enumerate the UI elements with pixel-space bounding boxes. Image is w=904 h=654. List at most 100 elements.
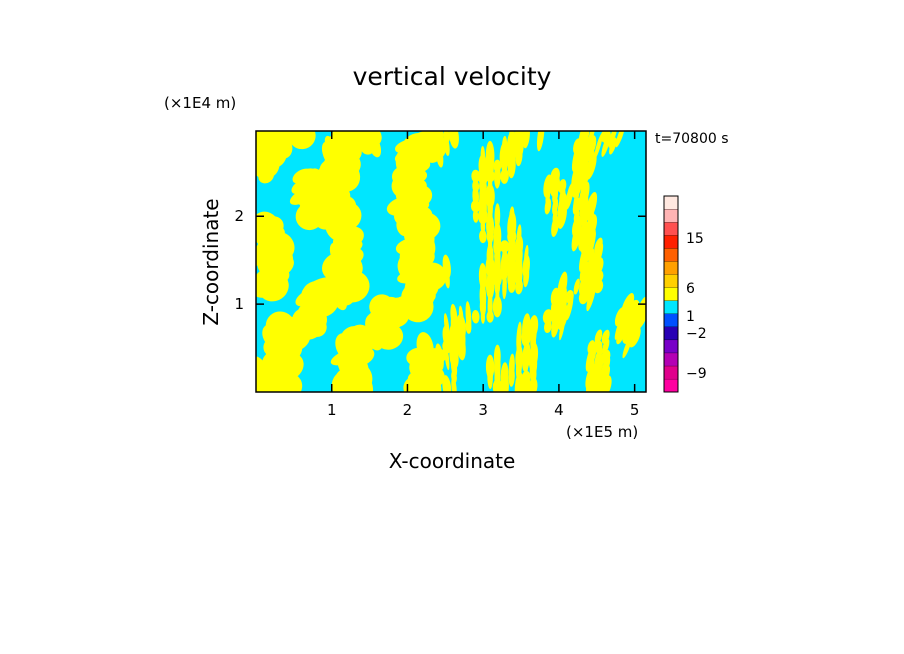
- colorbar-tick-label: 6: [686, 281, 695, 297]
- positive-velocity-patch: [542, 309, 553, 325]
- colorbar-segment: [664, 248, 678, 262]
- positive-velocity-patch: [258, 168, 274, 184]
- positive-velocity-patch: [524, 359, 529, 374]
- positive-velocity-patch: [515, 146, 523, 167]
- positive-velocity-patch: [544, 198, 552, 215]
- positive-velocity-patch: [565, 182, 574, 210]
- colorbar-segment: [664, 196, 678, 210]
- positive-velocity-patch: [609, 137, 617, 155]
- y-tick-label: 2: [234, 207, 244, 225]
- positive-velocity-patch: [622, 335, 633, 359]
- positive-velocity-patch: [443, 264, 450, 289]
- colorbar-segment: [664, 365, 678, 379]
- positive-velocity-patch: [507, 153, 516, 179]
- positive-velocity-patch: [306, 316, 327, 337]
- colorbar: 15 6 1−2 −9: [663, 195, 707, 393]
- positive-velocity-patch: [508, 280, 516, 293]
- positive-velocity-patch: [571, 221, 582, 252]
- positive-velocity-patch: [273, 373, 303, 392]
- colorbar-tick-label: 15: [686, 231, 704, 247]
- positive-velocity-patch: [543, 320, 552, 334]
- positive-velocity-patch: [451, 376, 457, 392]
- x-tick-label: 4: [554, 401, 564, 419]
- positive-velocity-patch: [347, 371, 374, 392]
- positive-velocity-patch: [579, 241, 589, 272]
- positive-velocity-patch: [557, 203, 567, 229]
- positive-velocity-patch: [258, 271, 289, 302]
- positive-velocity-patch: [470, 200, 481, 213]
- positive-velocity-patch: [594, 237, 603, 256]
- positive-velocity-patch: [485, 255, 495, 278]
- positive-velocity-patch: [522, 131, 530, 149]
- positive-velocity-patch: [579, 194, 589, 218]
- positive-velocity-patch: [594, 133, 603, 160]
- positive-velocity-patch: [480, 309, 486, 324]
- positive-velocity-patch: [586, 282, 597, 312]
- positive-velocity-patch: [573, 278, 580, 295]
- positive-velocity-patch: [594, 329, 603, 345]
- positive-velocity-patch: [449, 131, 459, 149]
- x-tick-label: 3: [478, 401, 488, 419]
- positive-velocity-patch: [477, 208, 488, 225]
- positive-velocity-patch: [585, 341, 597, 372]
- positive-velocity-patch: [592, 372, 605, 392]
- colorbar-segment: [664, 300, 678, 314]
- positive-velocity-patch: [559, 313, 566, 341]
- positive-velocity-patch: [615, 131, 625, 148]
- positive-velocity-patch: [536, 131, 545, 152]
- x-tick-label: 1: [327, 401, 337, 419]
- colorbar-tick-label: −9: [686, 366, 707, 382]
- positive-velocity-patch: [374, 323, 404, 350]
- positive-velocity-patch: [551, 215, 560, 237]
- positive-velocity-patch: [502, 274, 507, 300]
- positive-velocity-patch: [471, 309, 480, 324]
- positive-velocity-patch: [608, 131, 618, 148]
- colorbar-segment: [664, 222, 678, 236]
- positive-velocity-patch: [471, 169, 480, 183]
- positive-velocity-patch: [336, 287, 355, 306]
- plot-area: [255, 130, 647, 393]
- positive-velocity-patch: [443, 136, 450, 156]
- positive-velocity-patch: [614, 313, 626, 340]
- positive-velocity-patch: [500, 372, 509, 392]
- positive-velocity-patch: [423, 371, 442, 392]
- positive-velocity-patch: [444, 343, 450, 371]
- positive-velocity-patch: [442, 375, 452, 392]
- positive-velocity-patch: [500, 168, 509, 184]
- positive-velocity-patch: [487, 364, 493, 390]
- positive-velocity-patch: [515, 278, 523, 295]
- positive-velocity-patch: [616, 329, 625, 345]
- positive-velocity-patch: [586, 231, 596, 262]
- positive-velocity-patch: [556, 303, 568, 331]
- time-label: t=70800 s: [655, 131, 729, 147]
- y-units-label: (×1E4 m): [164, 94, 236, 112]
- positive-velocity-patch: [601, 356, 611, 378]
- colorbar-tick-label: 1: [686, 309, 695, 325]
- positive-velocity-patch: [551, 315, 560, 338]
- positive-velocity-patch: [402, 291, 434, 323]
- positive-velocity-patch: [492, 379, 502, 392]
- positive-velocity-patch: [628, 326, 641, 348]
- positive-velocity-patch: [289, 131, 316, 150]
- plot-frame: [255, 130, 647, 393]
- positive-velocity-patch: [514, 371, 524, 392]
- positive-velocity-patch: [593, 279, 604, 294]
- positive-velocity-patch: [585, 191, 598, 221]
- positive-velocity-patch: [578, 288, 590, 305]
- colorbar-frame: [663, 195, 679, 393]
- colorbar-segment: [664, 261, 678, 275]
- y-axis-ticks: 12: [234, 207, 646, 313]
- x-axis-label: X-coordinate: [389, 449, 516, 473]
- colorbar-segment: [664, 326, 678, 340]
- colorbar-segment: [664, 235, 678, 249]
- positive-velocity-patch: [521, 341, 531, 372]
- x-tick-label: 2: [403, 401, 413, 419]
- y-axis-label: Z-coordinate: [199, 198, 223, 325]
- positive-velocity-patch: [435, 144, 444, 168]
- positive-velocity-patch: [614, 307, 626, 327]
- velocity-field: [256, 131, 646, 392]
- x-tick-label: 5: [630, 401, 640, 419]
- positive-velocity-patch: [472, 209, 479, 223]
- positive-velocity-patch: [580, 206, 588, 226]
- colorbar-segment: [664, 209, 678, 223]
